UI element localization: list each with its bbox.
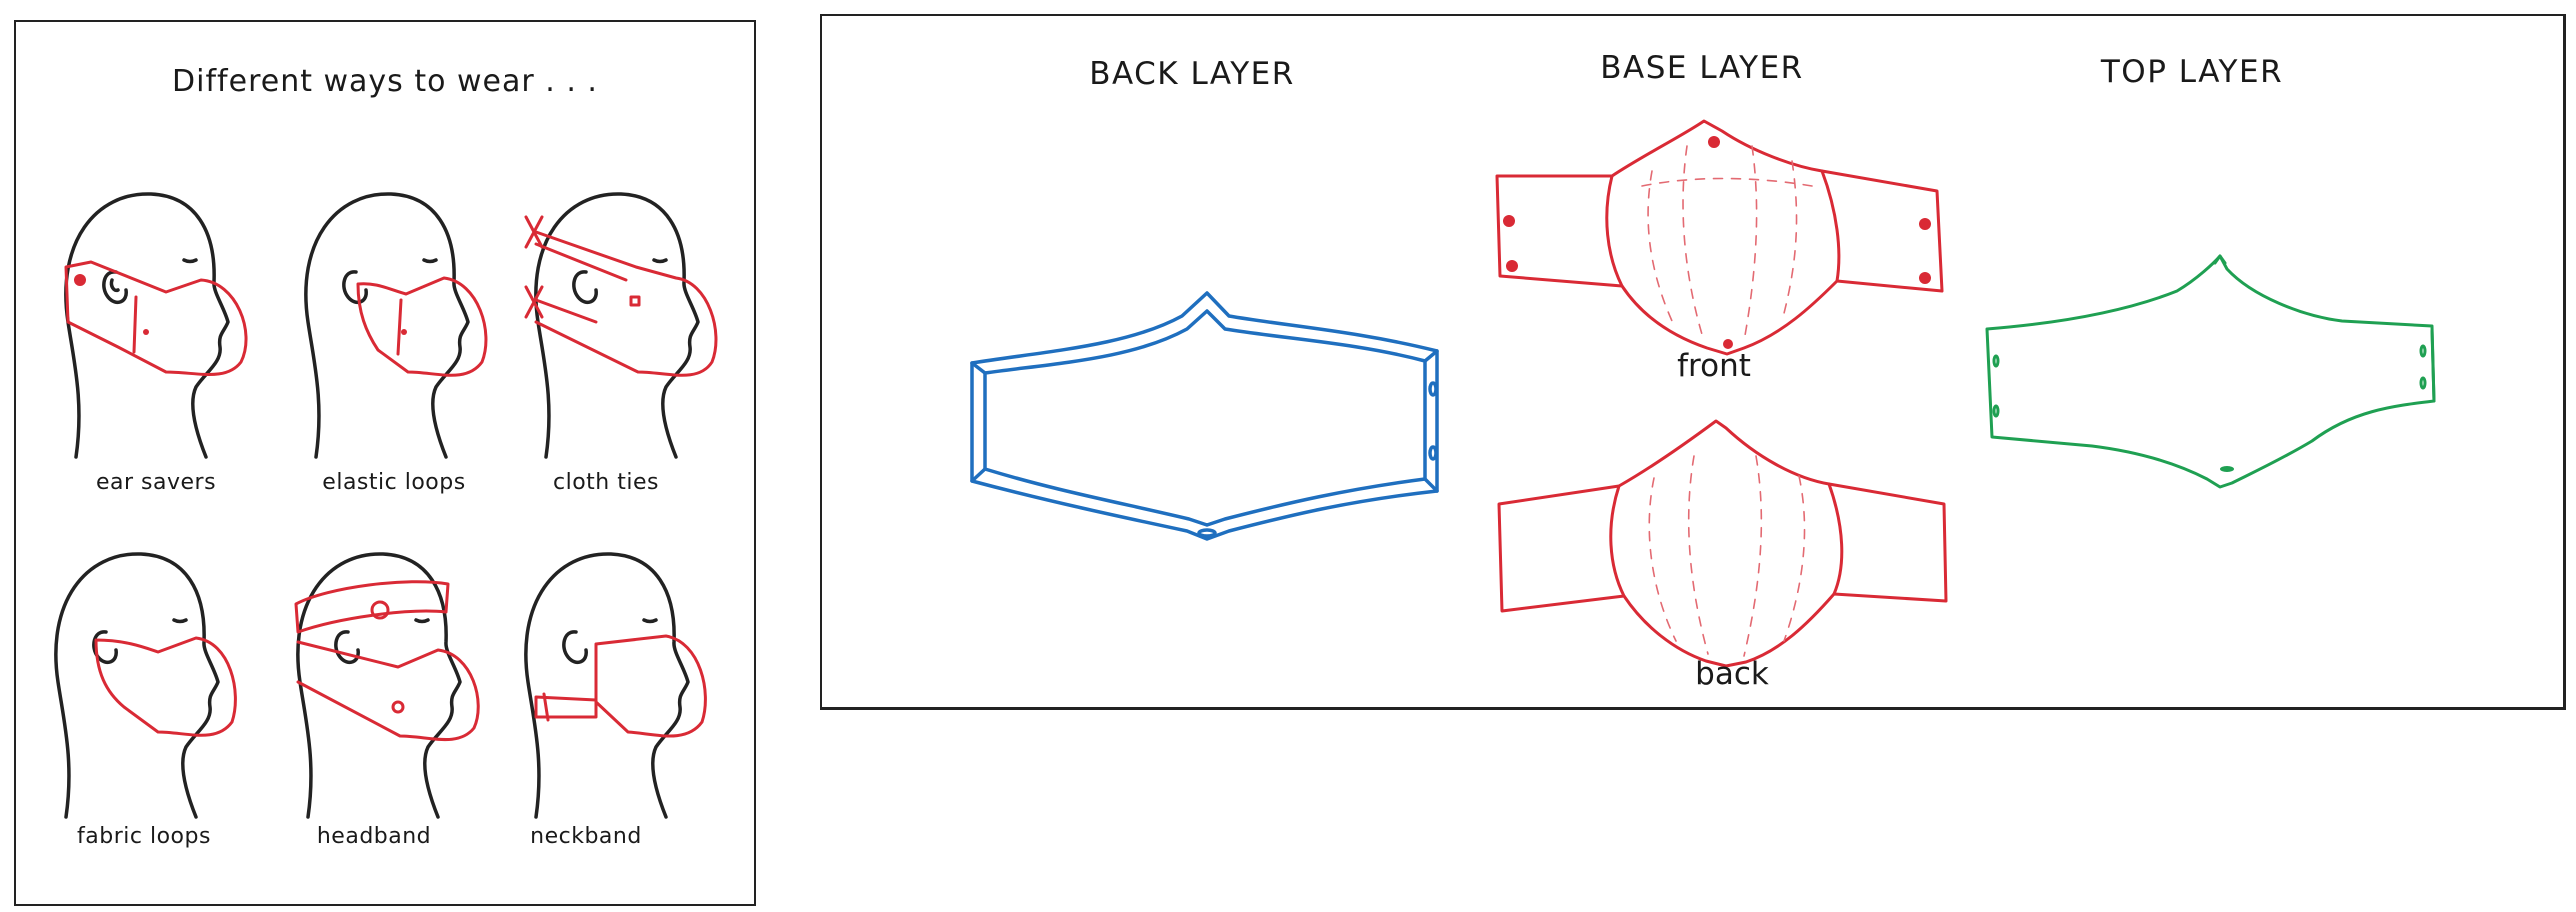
caption-headband: headband — [316, 824, 432, 849]
base-front-label: front — [1677, 348, 1751, 384]
mask-layers-panel: BACK LAYER BASE LAYER TOP LAYER front — [820, 14, 2566, 710]
head-elastic-loops-illustration — [304, 192, 488, 459]
base-layer-heading: BASE LAYER — [1600, 50, 1804, 86]
ways-to-wear-panel: Different ways to wear . . . ear savers … — [14, 20, 756, 906]
base-layer-front-mask — [1495, 119, 1944, 356]
base-layer-back-mask — [1497, 419, 1948, 668]
caption-cloth-ties: cloth ties — [553, 470, 659, 495]
head-neckband-illustration — [524, 552, 707, 819]
back-layer-mask — [970, 291, 1439, 541]
head-ear-savers-illustration — [64, 192, 248, 459]
caption-neckband: neckband — [530, 824, 642, 849]
caption-ear-savers: ear savers — [95, 470, 217, 495]
ways-to-wear-title: Different ways to wear . . . — [172, 64, 598, 99]
back-layer-heading: BACK LAYER — [1089, 56, 1295, 92]
top-layer-mask — [1985, 254, 2436, 489]
base-back-label: back — [1695, 656, 1769, 692]
caption-elastic-loops: elastic loops — [322, 470, 466, 495]
caption-fabric-loops: fabric loops — [77, 824, 211, 849]
head-fabric-loops-illustration — [54, 552, 237, 819]
top-layer-heading: TOP LAYER — [2100, 54, 2284, 90]
head-cloth-ties-illustration — [524, 192, 718, 459]
head-headband-illustration — [294, 552, 480, 819]
